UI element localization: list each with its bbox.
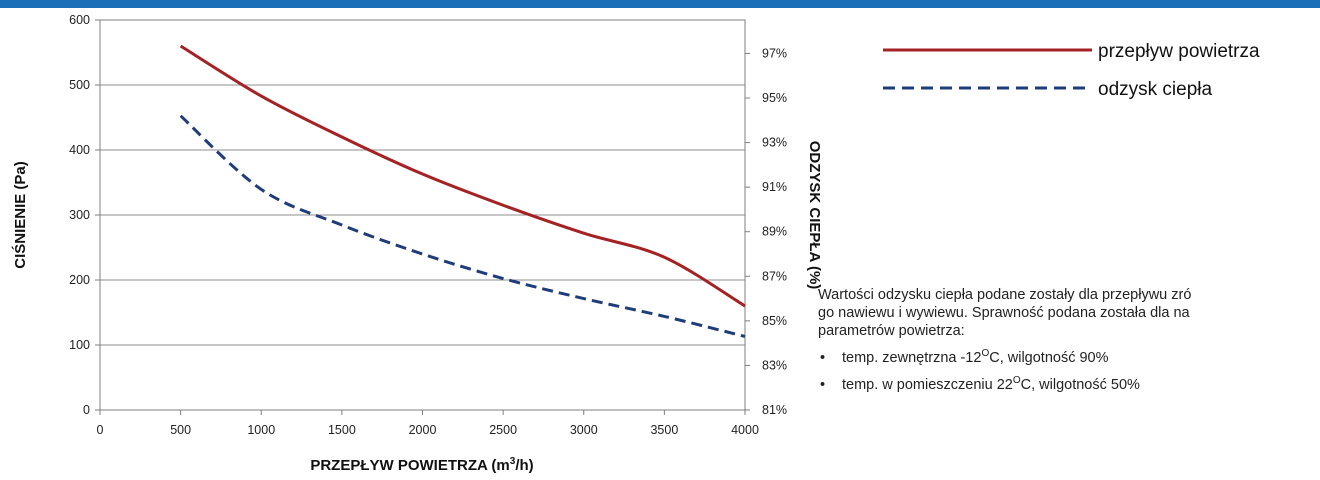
y-tick-label: 300 xyxy=(69,208,90,222)
x-tick-label: 4000 xyxy=(731,423,759,437)
y2-tick-label: 95% xyxy=(762,91,787,105)
x-tick-label: 1500 xyxy=(328,423,356,437)
note-bullet-outdoor: temp. zewnętrzna -12OC, wilgotność 90% xyxy=(818,345,1318,367)
x-axis-title-end: /h) xyxy=(515,457,533,474)
x-tick-label: 3500 xyxy=(650,423,678,437)
y2-tick-label: 97% xyxy=(762,46,787,60)
series-line-przeplyw xyxy=(179,44,746,308)
note-bullet-outdoor-text: temp. zewnętrzna -12 xyxy=(842,349,982,366)
y2-tick-label: 87% xyxy=(762,269,787,283)
legend: przepływ powietrza odzysk ciepła xyxy=(883,41,1260,100)
x-axis-title: PRZEPŁYW POWIETRZA (m3/h) xyxy=(310,456,533,474)
y2-tick-label: 89% xyxy=(762,225,787,239)
x-tick-label: 500 xyxy=(170,423,191,437)
legend-label-przeplyw: przepływ powietrza xyxy=(1098,41,1260,62)
y-tick-label: 0 xyxy=(83,403,90,417)
note-bullet-list: temp. zewnętrzna -12OC, wilgotność 90% t… xyxy=(818,345,1318,394)
y2-tick-label: 91% xyxy=(762,180,787,194)
note-bullet-indoor: temp. w pomieszczeniu 22OC, wilgotność 5… xyxy=(818,372,1318,394)
legend-label-odzysk: odzysk ciepła xyxy=(1098,79,1212,100)
note-line-3: parametrów powietrza: xyxy=(818,323,965,339)
note-bullet-indoor-text: temp. w pomieszczeniu 22 xyxy=(842,376,1013,393)
y2-axis-title: ODZYSK CIEPŁA (%) xyxy=(806,141,823,290)
note-block: Wartości odzysku ciepła podane zostały d… xyxy=(818,286,1318,394)
x-tick-label: 2000 xyxy=(409,423,437,437)
y-tick-label: 600 xyxy=(69,13,90,27)
note-bullet-indoor-rest: C, wilgotność 50% xyxy=(1020,376,1140,393)
x-tick-label: 3000 xyxy=(570,423,598,437)
y-axis-ticks: 0 100 200 300 400 500 600 xyxy=(69,13,100,417)
y2-tick-label: 85% xyxy=(762,314,787,328)
y-tick-label: 500 xyxy=(69,78,90,92)
x-tick-label: 2500 xyxy=(489,423,517,437)
note-bullet-outdoor-degree: O xyxy=(981,348,990,359)
note-line-1: Wartości odzysku ciepła podane zostały d… xyxy=(818,287,1192,303)
x-axis-ticks: 0 500 1000 1500 2000 2500 3000 3500 4000 xyxy=(97,410,759,437)
top-accent-bar xyxy=(0,0,1320,8)
note-line-2: go nawiewu i wywiewu. Sprawność podana z… xyxy=(818,305,1190,321)
gridlines xyxy=(100,19,745,411)
x-axis-title-sup: 3 xyxy=(510,456,516,467)
y2-axis-ticks: 81% 83% 85% 87% 89% 91% 93% 95% 97% xyxy=(745,46,787,417)
note-bullet-indoor-degree: O xyxy=(1012,374,1021,386)
y-tick-label: 400 xyxy=(69,143,90,157)
y2-tick-label: 93% xyxy=(762,136,787,150)
y-axis-title: CIŚNIENIE (Pa) xyxy=(11,161,29,269)
y-tick-label: 200 xyxy=(69,273,90,287)
x-tick-label: 0 xyxy=(97,423,104,437)
series-line-odzysk xyxy=(179,114,746,338)
series-lines xyxy=(179,44,746,338)
x-axis-title-main: PRZEPŁYW POWIETRZA (m xyxy=(310,457,509,474)
y2-tick-label: 83% xyxy=(762,358,787,372)
y-tick-label: 100 xyxy=(69,338,90,352)
note-bullet-outdoor-rest: C, wilgotność 90% xyxy=(989,349,1109,366)
x-tick-label: 1000 xyxy=(247,423,275,437)
y2-tick-label: 81% xyxy=(762,403,787,417)
